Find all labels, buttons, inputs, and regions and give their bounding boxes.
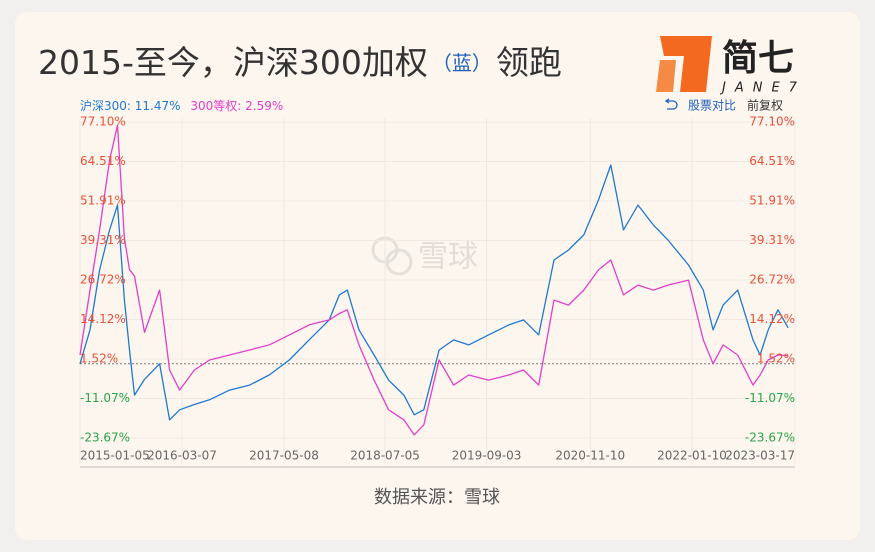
y-tick-label: -11.07%: [80, 391, 130, 405]
legend-name: 300等权: [190, 99, 237, 113]
x-tick-label: 2015-01-05: [80, 449, 150, 463]
x-tick-label: 2020-11-10: [555, 449, 625, 463]
x-tick-label: 2018-07-05: [350, 449, 420, 463]
plot: 77.10% 77.10% 64.51% 64.51% 51.91% 51.91% 39.3…: [79, 115, 796, 468]
y-tick-label-right: 14.12%: [749, 312, 795, 326]
x-tick-label: 2023-03-17: [725, 449, 795, 463]
x-tick-label: 2022-01-10: [657, 449, 727, 463]
y-tick-label-right: 1.52%: [757, 351, 795, 365]
y-tick-label: 51.91%: [80, 194, 126, 208]
legend-sep: :: [127, 99, 135, 113]
card: [15, 12, 860, 540]
x-tick-label: 2019-09-03: [452, 449, 522, 463]
watermark: 雪球: [418, 240, 478, 275]
y-tick-label-right: 64.51%: [749, 154, 795, 168]
y-tick-label-right: -11.07%: [745, 391, 795, 405]
y-tick-label-right: -23.67%: [745, 430, 795, 444]
title-main: 2015-至今，沪深300加权: [38, 43, 428, 82]
series-line: [79, 164, 789, 421]
compare-button[interactable]: 股票对比: [688, 99, 736, 113]
title-highlight: （蓝）: [432, 51, 492, 75]
y-tick-label: 39.31%: [80, 233, 126, 247]
y-tick-label: -23.67%: [80, 430, 130, 444]
source: 数据来源：雪球: [374, 487, 500, 508]
title-suffix: 领跑: [496, 43, 562, 82]
y-tick-label: 64.51%: [80, 154, 126, 168]
logo-sub: JANE7: [719, 81, 806, 96]
watermark-icon: [385, 248, 413, 276]
title: 2015-至今，沪深300加权 （蓝） 领跑: [38, 43, 562, 82]
y-tick-label-right: 51.91%: [749, 194, 795, 208]
x-tick-label: 2016-03-07: [147, 449, 217, 463]
adjust-button[interactable]: 前复权: [747, 98, 783, 113]
logo-mark: [660, 36, 712, 92]
y-tick-label: 26.72%: [80, 272, 126, 286]
y-tick-label: 77.10%: [80, 115, 126, 129]
y-tick-label-right: 26.72%: [749, 272, 795, 286]
y-tick-label: 14.12%: [80, 312, 126, 326]
logo-mark-2: [656, 60, 676, 92]
legend-value: 11.47%: [135, 99, 181, 113]
legend: 沪深300: 11.47% 300等权: 2.59%: [80, 99, 283, 113]
x-tick-label: 2017-05-08: [249, 449, 319, 463]
y-tick-label-right: 77.10%: [749, 115, 795, 129]
logo: 简七: [722, 38, 794, 79]
legend-value: 2.59%: [245, 99, 283, 113]
legend-name: 沪深300: [80, 99, 127, 113]
compare-icon[interactable]: [664, 98, 678, 110]
y-tick-label-right: 39.31%: [749, 233, 795, 247]
y-tick-label: 1.52%: [80, 351, 118, 365]
legend-sep: :: [237, 99, 245, 113]
series-line: [79, 124, 789, 436]
